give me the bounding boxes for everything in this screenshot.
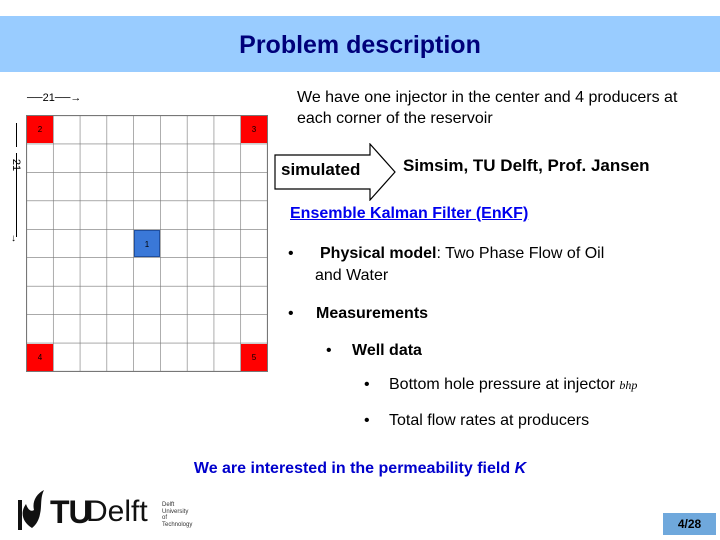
flow-rates-text: Total flow rates at producers: [389, 412, 590, 429]
physical-model-text-line2: and Water: [315, 267, 389, 284]
simulated-arrow-shape: [274, 143, 396, 201]
reservoir-grid: 2 3 1 4 5: [26, 115, 268, 372]
measurements-label: Measurements: [316, 305, 429, 322]
well-data-label: Well data: [352, 342, 422, 359]
bhp-abbrev: bhp: [619, 378, 638, 392]
grid-height-dimension: 21 ↓: [8, 123, 24, 244]
physical-model-label: Physical model: [320, 245, 437, 262]
bullet-dot: •: [288, 305, 294, 322]
interest-symbol: K: [514, 460, 527, 477]
well-marker: 4: [27, 344, 53, 371]
grid-width-dimension: ──21──→: [27, 92, 82, 104]
interest-statement: We are interested in the permeability fi…: [0, 460, 720, 478]
grid-lines: [26, 115, 268, 372]
intro-text: We have one injector in the center and 4…: [297, 89, 678, 127]
title-bar: [0, 16, 720, 72]
tu-delft-logo: TU Delft Delft University of Technology: [12, 488, 192, 532]
bullet-dot: •: [288, 245, 294, 262]
interest-text: We are interested in the permeability fi…: [193, 460, 515, 477]
physical-model-text: : Two Phase Flow of Oil: [436, 245, 605, 262]
well-marker-injector: 1: [134, 230, 160, 257]
simulated-label: simulated: [281, 160, 361, 179]
slide-title: Problem description: [239, 31, 481, 59]
well-marker: 2: [27, 116, 53, 143]
logo-subtext: Delft University of Technology: [162, 502, 193, 528]
bhp-text: Bottom hole pressure at injector: [389, 376, 620, 393]
flame-icon: [18, 490, 44, 530]
bullet-dot: •: [364, 412, 370, 429]
logo-delft: Delft: [86, 495, 148, 528]
well-marker: 3: [241, 116, 267, 143]
well-marker: 5: [241, 344, 267, 371]
enkf-heading-link[interactable]: Ensemble Kalman Filter (EnKF): [290, 205, 529, 222]
bullet-dot: •: [326, 342, 332, 359]
logo-tu: TU: [50, 494, 92, 530]
grid-width-label: 21: [42, 92, 55, 104]
bullet-dot: •: [364, 376, 370, 393]
page-number-badge: 4/28: [663, 513, 716, 535]
simulator-text: Simsim, TU Delft, Prof. Jansen: [403, 156, 650, 175]
